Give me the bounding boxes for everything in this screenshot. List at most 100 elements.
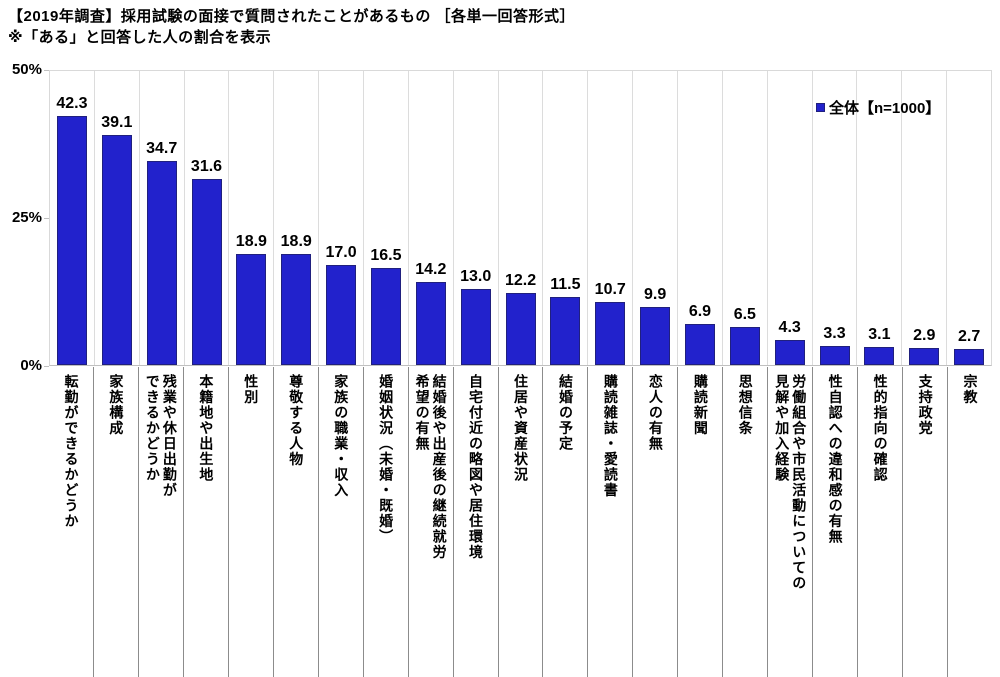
bar-value-label: 18.9	[235, 232, 267, 250]
category-label-cell: 労働組合や市民活動についての 見解や加入経験	[768, 367, 814, 677]
plot-area: 42.3 39.1 34.7 31.6 18.9 18.9 17.0 16.5 14.2 13.0…	[49, 70, 992, 366]
category-label: 購読雑誌・愛読書	[602, 374, 619, 498]
category-label-cell: 性的指向の確認	[858, 367, 904, 677]
bar-column: 34.7	[140, 71, 185, 365]
category-label: 結婚の予定	[557, 374, 574, 452]
bar	[101, 135, 132, 365]
bar	[415, 281, 446, 365]
bar	[191, 179, 222, 365]
category-label-cell: 本籍地や出生地	[184, 367, 229, 677]
bar-column: 13.0	[454, 71, 499, 365]
bar	[56, 116, 87, 365]
bar-value-label: 17.0	[325, 244, 357, 262]
category-label: 住居や資産状況	[513, 374, 529, 483]
y-axis-label-25: 25%	[11, 209, 42, 226]
chart-subtitle: ※「ある」と回答した人の割合を表示	[8, 29, 272, 46]
category-label: 家族の職業・収入	[333, 374, 350, 498]
category-label-cell: 転勤ができるかどうか	[49, 367, 94, 677]
axis-tick-mark	[44, 366, 49, 367]
bar-column: 31.6	[185, 71, 230, 365]
category-label-cell: 思想信条	[723, 367, 769, 677]
category-label-cell: 支持政党	[903, 367, 949, 677]
axis-tick-mark	[44, 218, 49, 219]
bar	[595, 302, 626, 365]
category-label: 本籍地や出生地	[198, 374, 215, 483]
category-label: 結婚後や出産後の継続就労 希望の有無	[414, 374, 448, 560]
category-label-cell: 自宅付近の略図や居住環境	[454, 367, 499, 677]
bar-column: 39.1	[95, 71, 140, 365]
bar-value-label: 12.2	[504, 272, 537, 290]
category-label-cell: 家族構成	[94, 367, 139, 677]
category-label-cell: 性別	[229, 367, 274, 677]
chart-title: 【2019年調査】採用試験の面接で質問されたことがあるもの ［各単一回答形式］	[8, 8, 576, 25]
bar-value-label: 13.0	[460, 267, 492, 285]
bar-value-label: 14.2	[415, 260, 447, 278]
bar	[909, 347, 940, 365]
bar-value-label: 9.9	[643, 285, 667, 303]
bar-value-label: 31.6	[190, 158, 223, 176]
bar-value-label: 2.7	[957, 328, 981, 346]
bar-value-label: 3.1	[868, 325, 891, 343]
category-label-cell: 婚姻状況（未婚・既婚）	[364, 367, 409, 677]
bar-column: 17.0	[319, 71, 365, 365]
category-label: 購読新聞	[692, 374, 709, 436]
category-label: 家族構成	[108, 374, 125, 436]
bar-column: 11.5	[543, 71, 589, 365]
category-label-cell: 性自認への違和感の有無	[813, 367, 859, 677]
bar	[281, 253, 312, 365]
bar	[954, 349, 985, 365]
y-axis-label-0: 0%	[20, 357, 42, 374]
bar	[505, 293, 536, 365]
bar	[729, 326, 760, 365]
category-label: 思想信条	[737, 374, 754, 436]
category-label: 性自認への違和感の有無	[827, 374, 844, 545]
category-label-cell: 結婚の予定	[543, 367, 589, 677]
bar	[550, 297, 581, 365]
legend-marker-icon	[816, 103, 825, 112]
bar	[819, 345, 850, 365]
bar-value-label: 4.3	[778, 318, 801, 336]
category-label: 労働組合や市民活動についての 見解や加入経験	[774, 374, 808, 591]
category-label-cell: 家族の職業・収入	[319, 367, 364, 677]
bar	[640, 306, 671, 365]
bar-column: 2.7	[947, 71, 991, 365]
bar	[774, 339, 805, 365]
bar-column: 14.2	[409, 71, 454, 365]
category-label-cell: 尊敬する人物	[274, 367, 319, 677]
bar	[370, 267, 401, 365]
category-labels-row: 転勤ができるかどうか 家族構成 残業や休日出勤が できるかどうか 本籍地や出生地 性別尊…	[49, 367, 992, 677]
bar-column: 9.9	[633, 71, 679, 365]
title-block: 【2019年調査】採用試験の面接で質問されたことがあるもの ［各単一回答形式］ …	[8, 6, 575, 48]
bar	[460, 288, 491, 365]
category-label: 尊敬する人物	[288, 374, 305, 467]
category-label: 支持政党	[917, 374, 934, 436]
bar-value-label: 18.9	[280, 232, 312, 250]
bar	[326, 265, 357, 365]
category-label: 性別	[243, 374, 260, 405]
bar-value-label: 2.9	[913, 326, 936, 344]
category-label-cell: 購読新聞	[678, 367, 724, 677]
bar-column: 10.7	[588, 71, 634, 365]
bar-value-label: 11.5	[550, 276, 581, 294]
bar-value-label: 6.5	[733, 305, 756, 323]
axis-tick-mark	[44, 70, 49, 71]
category-label: 婚姻状況（未婚・既婚）	[378, 374, 395, 545]
bar-value-label: 42.3	[56, 95, 88, 113]
bar-column: 18.9	[274, 71, 320, 365]
bar	[684, 324, 715, 365]
bar-value-label: 39.1	[101, 114, 133, 132]
bar-column: 4.3	[768, 71, 813, 365]
category-label-cell: 恋人の有無	[633, 367, 679, 677]
bar	[236, 253, 267, 365]
category-label: 性的指向の確認	[872, 374, 889, 483]
category-label-cell: 購読雑誌・愛読書	[588, 367, 634, 677]
y-axis-label-50: 50%	[11, 61, 42, 78]
category-label: 自宅付近の略図や居住環境	[468, 374, 485, 560]
category-label: 転勤ができるかどうか	[63, 374, 80, 529]
bar	[146, 160, 177, 365]
bar-column: 6.5	[723, 71, 768, 365]
bar-column: 16.5	[364, 71, 409, 365]
category-label-cell: 宗教	[948, 367, 992, 677]
category-label-cell: 住居や資産状況	[499, 367, 544, 677]
